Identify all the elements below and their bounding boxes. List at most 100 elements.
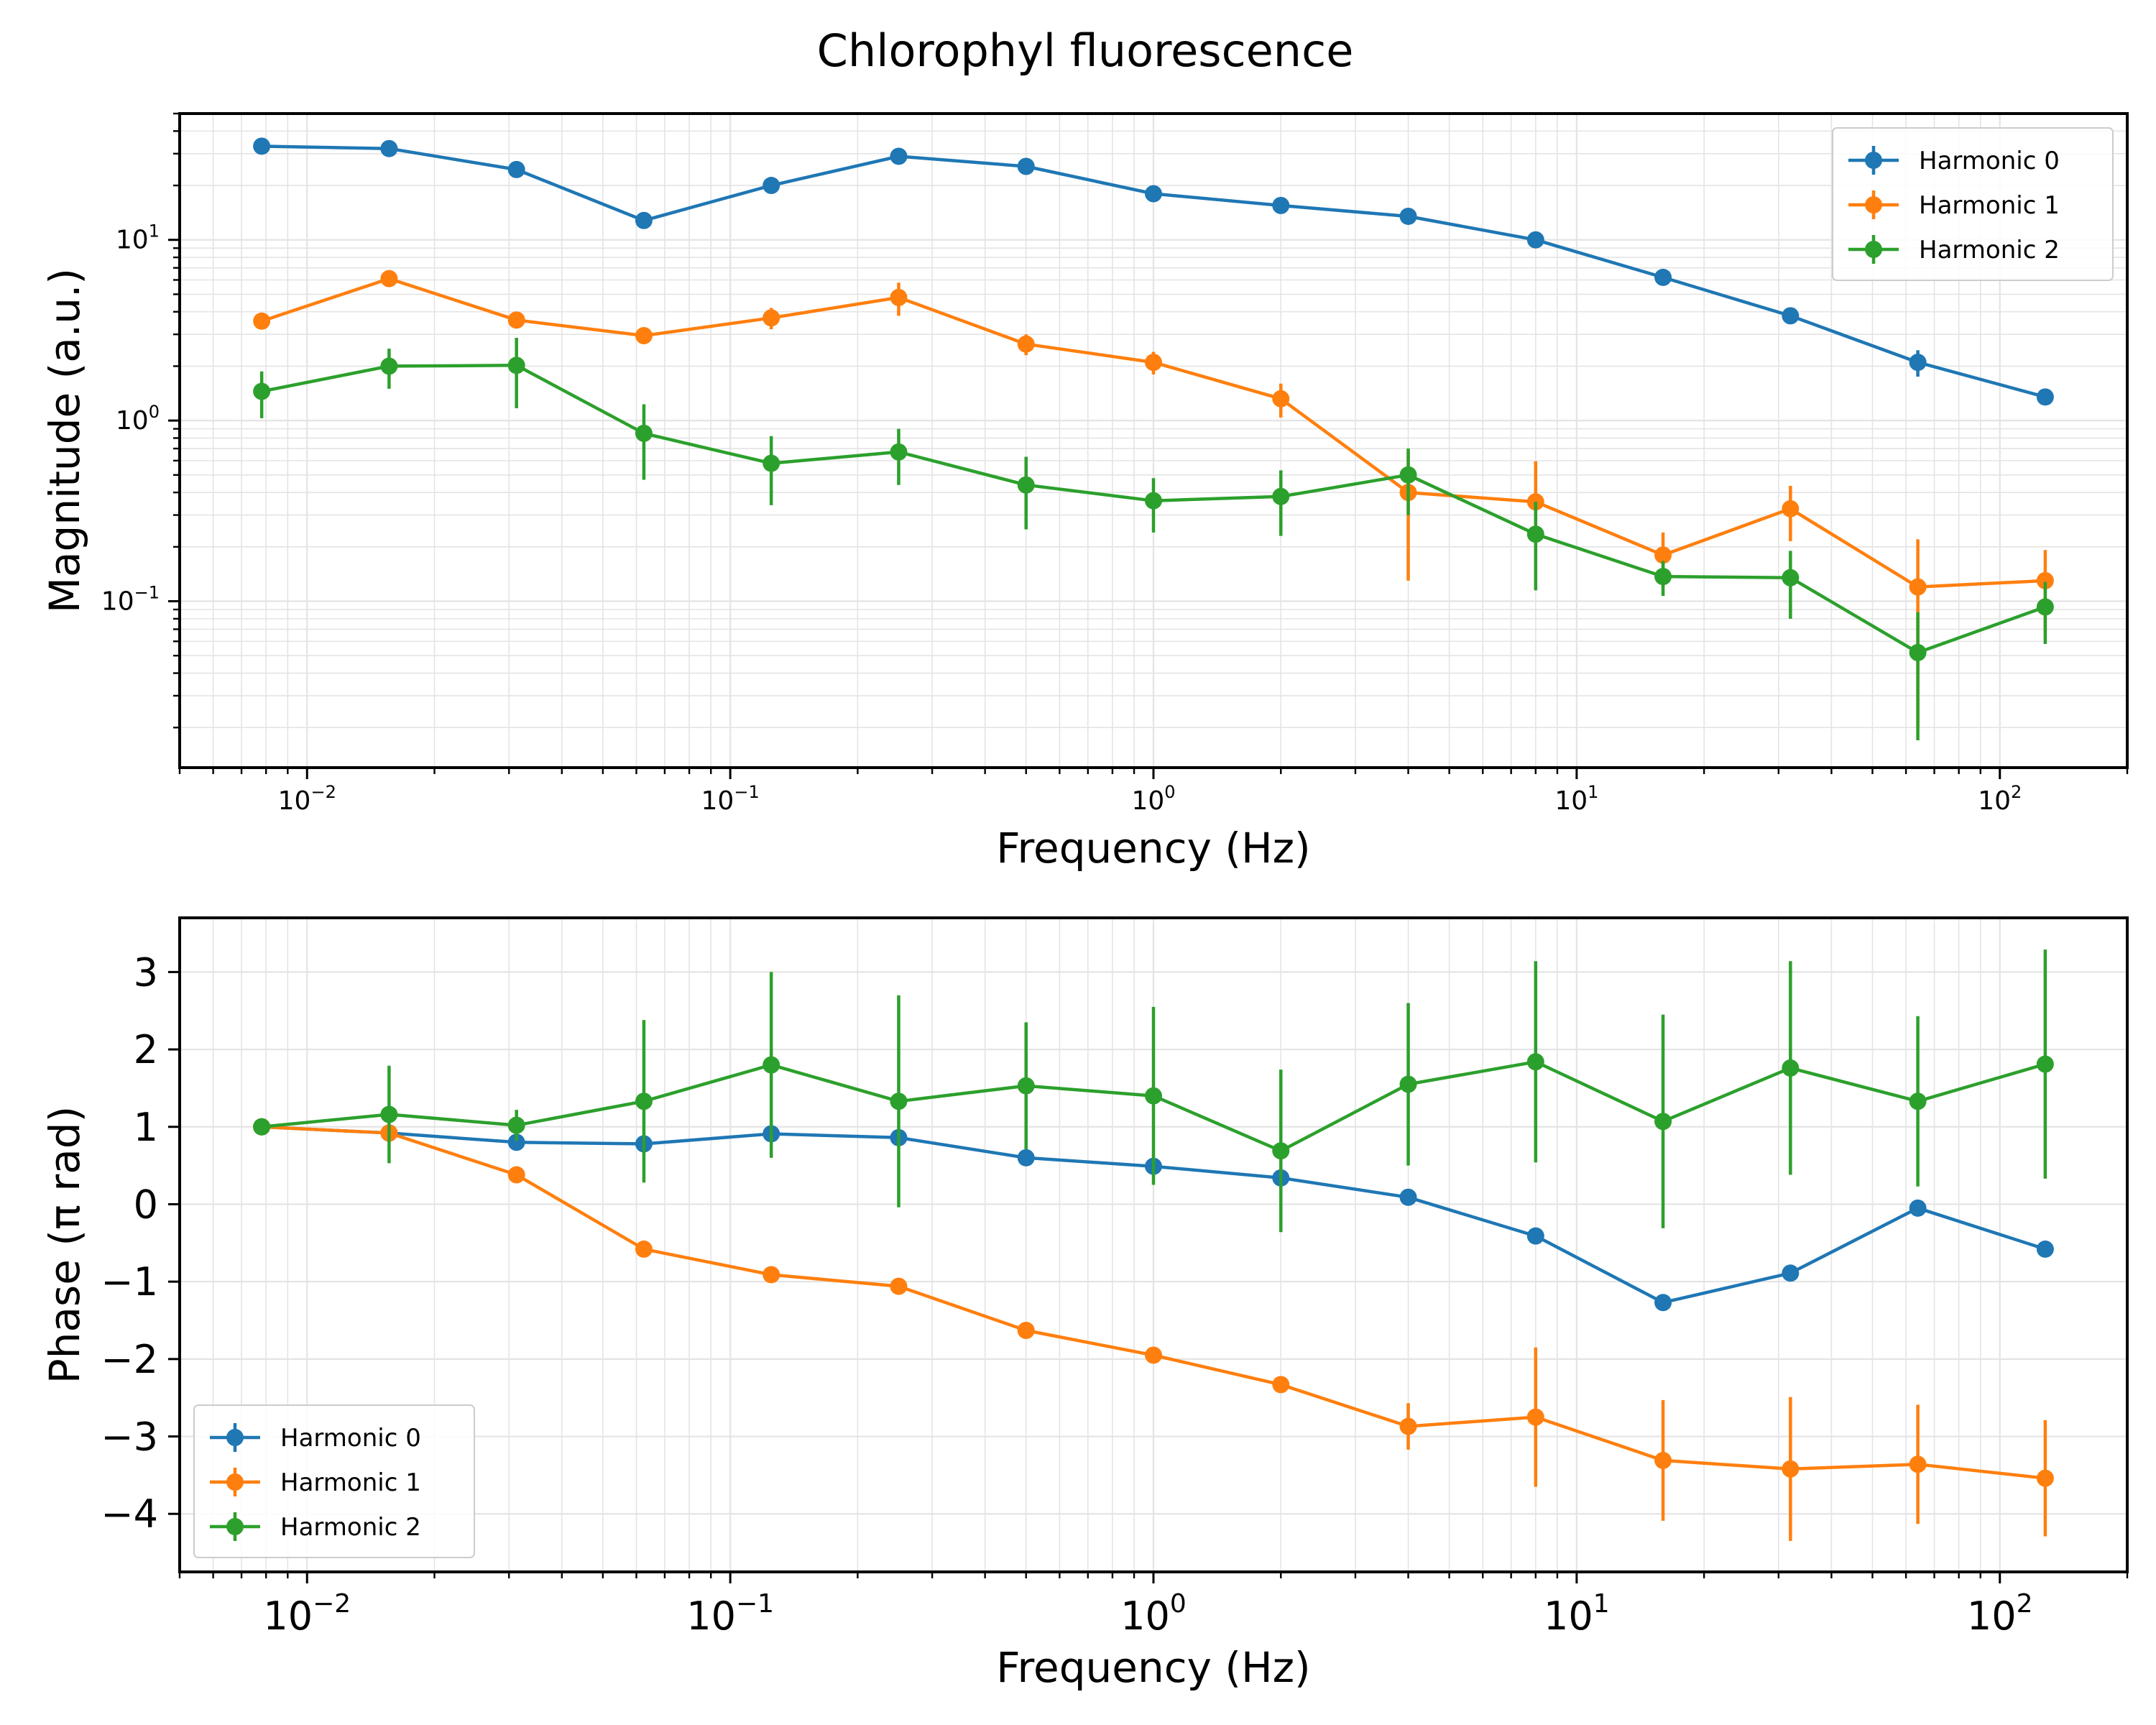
magnitude-data-point <box>1526 231 1544 249</box>
phase-data-point <box>507 1133 525 1151</box>
magnitude-data-point <box>1272 196 1290 214</box>
magnitude-data-point <box>890 288 908 306</box>
phase-y-axis-label: Phase (π rad) <box>40 1106 89 1384</box>
magnitude-legend: Harmonic 0 Harmonic 1 Harmonic 2 <box>1832 127 2114 281</box>
phase-data-point <box>1909 1199 1927 1217</box>
magnitude-data-point <box>635 327 653 345</box>
magnitude-data-point <box>1782 569 1800 586</box>
magnitude-data-point <box>635 424 653 442</box>
phase-data-point <box>1017 1077 1035 1095</box>
phase-data-point <box>507 1166 525 1184</box>
magnitude-data-point <box>1782 307 1800 325</box>
phase-legend-entry-harmonic-0: Harmonic 0 <box>210 1423 421 1453</box>
phase-data-point <box>763 1266 780 1284</box>
phase-data-point <box>635 1092 653 1110</box>
magnitude-legend-marker <box>1865 196 1882 213</box>
phase-y-tick-label: −3 <box>101 1414 158 1460</box>
magnitude-data-point <box>1145 185 1162 203</box>
magnitude-data-point <box>1909 354 1927 372</box>
phase-data-point <box>890 1092 908 1110</box>
phase-legend-entry-harmonic-1: Harmonic 1 <box>210 1468 421 1497</box>
phase-legend-marker <box>226 1429 244 1446</box>
magnitude-data-point <box>253 312 271 330</box>
phase-x-tick-label: 10−2 <box>263 1589 351 1639</box>
magnitude-legend-label: Harmonic 1 <box>1919 191 2060 220</box>
phase-x-tick-label: 102 <box>1967 1589 2033 1639</box>
phase-x-tick-label: 101 <box>1544 1589 1610 1639</box>
phase-y-tick-label: 1 <box>134 1105 158 1150</box>
phase-legend-label: Harmonic 2 <box>280 1513 421 1542</box>
phase-data-point <box>1782 1460 1800 1478</box>
phase-legend-label: Harmonic 0 <box>280 1424 421 1453</box>
phase-data-point <box>1782 1059 1800 1077</box>
phase-data-point <box>2036 1469 2054 1487</box>
magnitude-data-point <box>1526 525 1544 543</box>
magnitude-data-point <box>1909 643 1927 661</box>
magnitude-panel: 10−2 10−1 100 101 102 10−1 100 101 Frequency (H… <box>40 112 2129 873</box>
phase-y-tick-label: 2 <box>134 1027 158 1072</box>
phase-data-point <box>1017 1149 1035 1167</box>
magnitude-legend-entry-harmonic-1: Harmonic 1 <box>1848 190 2060 220</box>
phase-data-point <box>635 1240 653 1258</box>
phase-data-point <box>507 1116 525 1134</box>
magnitude-y-tick-label: 100 <box>116 402 160 436</box>
phase-y-tick-label: −2 <box>101 1337 158 1382</box>
magnitude-data-point <box>1399 466 1417 484</box>
magnitude-data-point <box>507 160 525 178</box>
magnitude-data-point <box>763 177 780 195</box>
magnitude-x-tick-label: 101 <box>1554 782 1598 816</box>
phase-data-point <box>1399 1417 1417 1435</box>
magnitude-data-point <box>1399 207 1417 225</box>
magnitude-y-axis-label: Magnitude (a.u.) <box>40 268 89 613</box>
magnitude-data-point <box>1654 546 1672 564</box>
phase-series-harmonic-1 <box>253 1118 2054 1541</box>
magnitude-data-point <box>1017 476 1035 494</box>
phase-data-point <box>1654 1294 1672 1312</box>
phase-data-point <box>1017 1322 1035 1339</box>
magnitude-data-point <box>380 357 398 375</box>
magnitude-y-tick-label: 101 <box>116 221 160 255</box>
magnitude-legend-entry-harmonic-0: Harmonic 0 <box>1848 146 2060 175</box>
phase-x-tick-label: 10−1 <box>686 1589 774 1639</box>
magnitude-data-point <box>763 309 780 327</box>
magnitude-x-tick-label: 102 <box>1978 782 2022 816</box>
phase-x-tick-label: 100 <box>1120 1589 1187 1639</box>
magnitude-data-point <box>253 382 271 400</box>
figure-title: Chlorophyl fluorescence <box>817 24 1354 77</box>
magnitude-legend-marker <box>1865 241 1882 258</box>
phase-data-point <box>1909 1092 1927 1110</box>
magnitude-series-harmonic-2 <box>253 338 2054 740</box>
phase-data-point <box>2036 1240 2054 1258</box>
phase-data-point <box>1399 1188 1417 1206</box>
magnitude-legend-marker <box>1865 152 1882 169</box>
phase-legend-marker <box>226 1518 244 1535</box>
phase-data-point <box>1145 1346 1162 1364</box>
phase-data-point <box>1399 1075 1417 1093</box>
phase-data-point <box>890 1277 908 1295</box>
magnitude-legend-label: Harmonic 2 <box>1919 236 2060 264</box>
magnitude-data-point <box>763 454 780 472</box>
phase-data-point <box>1526 1408 1544 1426</box>
phase-data-point <box>380 1105 398 1123</box>
magnitude-data-point <box>1272 390 1290 408</box>
phase-data-point <box>1145 1087 1162 1105</box>
magnitude-data-point <box>1272 487 1290 505</box>
magnitude-x-tick-label: 10−2 <box>278 782 336 816</box>
magnitude-data-point <box>1017 335 1035 353</box>
magnitude-legend-label: Harmonic 0 <box>1919 147 2060 175</box>
magnitude-data-point <box>1654 568 1672 586</box>
phase-x-axis-label: Frequency (Hz) <box>996 1643 1310 1692</box>
phase-legend-label: Harmonic 1 <box>280 1468 421 1497</box>
magnitude-legend-entry-harmonic-2: Harmonic 2 <box>1848 235 2060 264</box>
phase-data-point <box>2036 1055 2054 1073</box>
phase-data-point <box>1526 1053 1544 1071</box>
phase-data-point <box>1272 1376 1290 1394</box>
magnitude-x-axis-label: Frequency (Hz) <box>996 824 1310 873</box>
phase-legend: Harmonic 0 Harmonic 1 Harmonic 2 <box>193 1404 475 1558</box>
phase-data-point <box>253 1118 271 1136</box>
magnitude-data-point <box>1654 268 1672 286</box>
magnitude-ticks: 10−2 10−1 100 101 102 10−1 100 101 <box>101 112 2129 816</box>
magnitude-data-point <box>1145 354 1162 372</box>
